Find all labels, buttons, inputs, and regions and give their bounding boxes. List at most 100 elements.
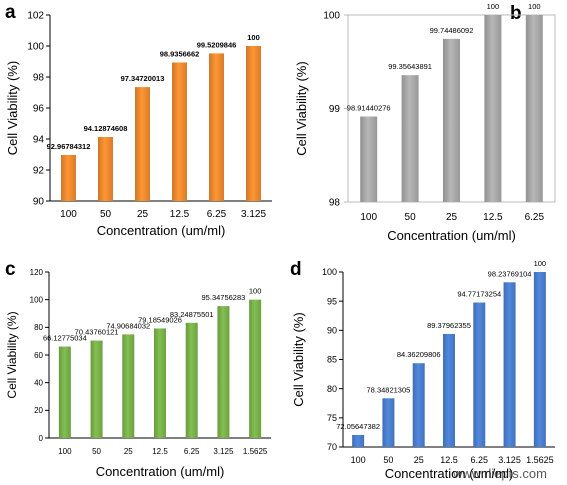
x-tick-label: 3.125 [498,455,521,465]
y-tick-label: 90 [327,325,337,335]
bar [401,75,419,202]
bar [503,282,516,447]
x-tick-label: 100 [60,209,77,220]
y-tick-label: 75 [327,413,337,423]
x-tick-label: 50 [405,212,417,223]
y-tick-label: 60 [34,351,43,360]
bar [58,346,71,438]
bar [249,299,262,438]
data-label: 79.18549026 [138,315,182,324]
y-tick-label: 99 [329,104,341,115]
x-tick-label: 12.5 [152,447,168,456]
y-tick-label: 80 [34,323,43,332]
x-tick-label: 25 [124,447,133,456]
bar [360,116,378,202]
bar [217,306,230,438]
bar [154,328,166,438]
bar [473,302,486,447]
data-label: 78.34821305 [367,385,411,394]
y-axis-title: Cell Viability (%) [291,312,306,406]
x-tick-label: 25 [414,455,424,465]
bar [533,272,546,447]
x-tick-label: 3.125 [241,209,266,220]
bar [90,340,103,438]
y-tick-label: 0 [39,434,44,443]
data-label: 94.12874608 [84,124,128,133]
bar [172,62,187,201]
panel-label: c [5,259,16,280]
x-tick-label: 50 [100,209,112,220]
y-axis-title: Cell Viability (%) [5,61,20,155]
bar [185,322,198,438]
data-label: 66.12775034 [43,334,87,343]
y-tick-label: 98 [33,73,45,84]
y-tick-label: 20 [34,406,43,415]
data-label: 98.9356662 [160,49,200,58]
chart-panel-b: b 98 99 100 100 98.91440276 50 99.35643891 25 99.… [294,2,556,243]
bar [443,333,455,447]
y-tick-label: 102 [27,11,44,22]
bar [122,334,135,438]
bar [443,38,460,203]
bar [382,398,395,447]
y-tick-label: 100 [323,11,340,22]
bar [98,137,113,201]
x-tick-label: 1.5625 [243,447,268,456]
y-tick-label: 98 [329,198,341,209]
x-tick-label: 6.25 [471,455,489,465]
data-label: 99.74486092 [430,26,474,35]
data-label: 89.37962355 [427,321,471,330]
data-label: 83.24875501 [170,310,214,319]
data-label: 94.77173254 [457,289,501,298]
bar [352,435,365,447]
bar [246,46,261,201]
y-tick-label: 96 [33,104,45,115]
x-tick-label: 12.5 [440,455,458,465]
x-tick-label: 100 [58,447,72,456]
x-tick-label: 12.5 [483,212,503,223]
x-tick-label: 6.25 [525,212,545,223]
data-label: 100 [487,2,500,11]
x-axis-title: Concentration (um/ml) [96,464,225,479]
bar [61,154,76,201]
data-label: 95.34756283 [202,293,246,302]
y-tick-label: 70 [327,442,337,452]
chart-panel-a: a 90 92 94 96 98 100 102 100 92.96784312 50 94.1287… [5,2,272,238]
x-axis-title: Concentration (um/ml) [97,223,226,238]
y-tick-label: 92 [33,166,45,177]
x-tick-label: 100 [351,455,366,465]
bar [209,53,224,201]
y-tick-label: 100 [27,42,44,53]
data-label: 99.35643891 [388,62,432,71]
y-axis-title: Cell Viability (%) [5,311,19,398]
y-tick-label: 100 [322,267,337,277]
bar [412,363,425,447]
y-tick-label: 40 [34,378,43,387]
x-tick-label: 1.5625 [526,455,554,465]
bar [525,15,543,202]
x-tick-label: 100 [360,212,377,223]
bar [135,87,150,201]
data-label: 92.96784312 [47,142,91,151]
x-tick-label: 6.25 [207,209,227,220]
data-label: 70.43760121 [75,328,119,337]
data-label: 97.34720013 [121,74,165,83]
y-tick-label: 85 [327,355,337,365]
y-tick-label: 94 [33,135,45,146]
x-tick-label: 3.125 [213,447,234,456]
data-label: 74.90684032 [106,321,150,330]
panel-label: b [510,3,522,24]
x-tick-label: 12.5 [170,209,190,220]
data-label: 100 [528,2,541,11]
data-label: 100 [247,33,260,42]
x-tick-label: 50 [383,455,393,465]
x-axis-title: Concentration (um/ml) [385,466,514,481]
panel-label: d [290,259,302,280]
data-label: 98.91440276 [347,104,391,113]
chart-panel-c: c 0 20 40 60 80 100 120 100 66.12775034 50 70.43760… [5,259,271,479]
y-axis-title: Cell Viability (%) [294,61,309,155]
data-label: 100 [249,287,262,296]
data-label: 98.23769104 [488,269,532,278]
data-label: 99.5209846 [197,40,237,49]
